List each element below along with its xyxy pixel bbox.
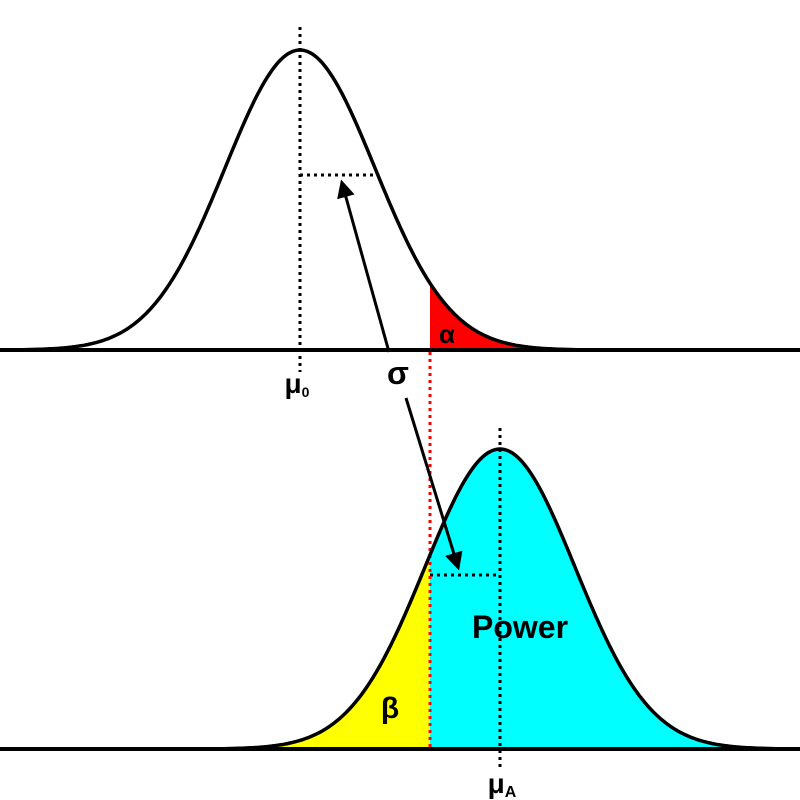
sigma-arrow-upper bbox=[337, 179, 391, 353]
sigma-arrow-lower bbox=[404, 397, 463, 571]
alternative-distribution-curve bbox=[0, 447, 800, 751]
null-distribution-curve bbox=[0, 48, 800, 352]
power-region bbox=[430, 449, 800, 749]
null-mean-label: μ0 bbox=[285, 368, 310, 400]
null-mean-subscript: 0 bbox=[302, 384, 310, 400]
beta-label: β bbox=[381, 692, 399, 725]
alpha-label: α bbox=[439, 319, 455, 349]
power-label: Power bbox=[472, 609, 568, 645]
alternative-mean-symbol: μ bbox=[488, 768, 505, 799]
null-mean-symbol: μ bbox=[285, 368, 302, 399]
alternative-mean-subscript: A bbox=[505, 784, 517, 800]
beta-region bbox=[0, 554, 430, 749]
alternative-mean-label: μA bbox=[488, 768, 517, 800]
alpha-region bbox=[430, 283, 800, 350]
sigma-label: σ bbox=[387, 355, 409, 391]
